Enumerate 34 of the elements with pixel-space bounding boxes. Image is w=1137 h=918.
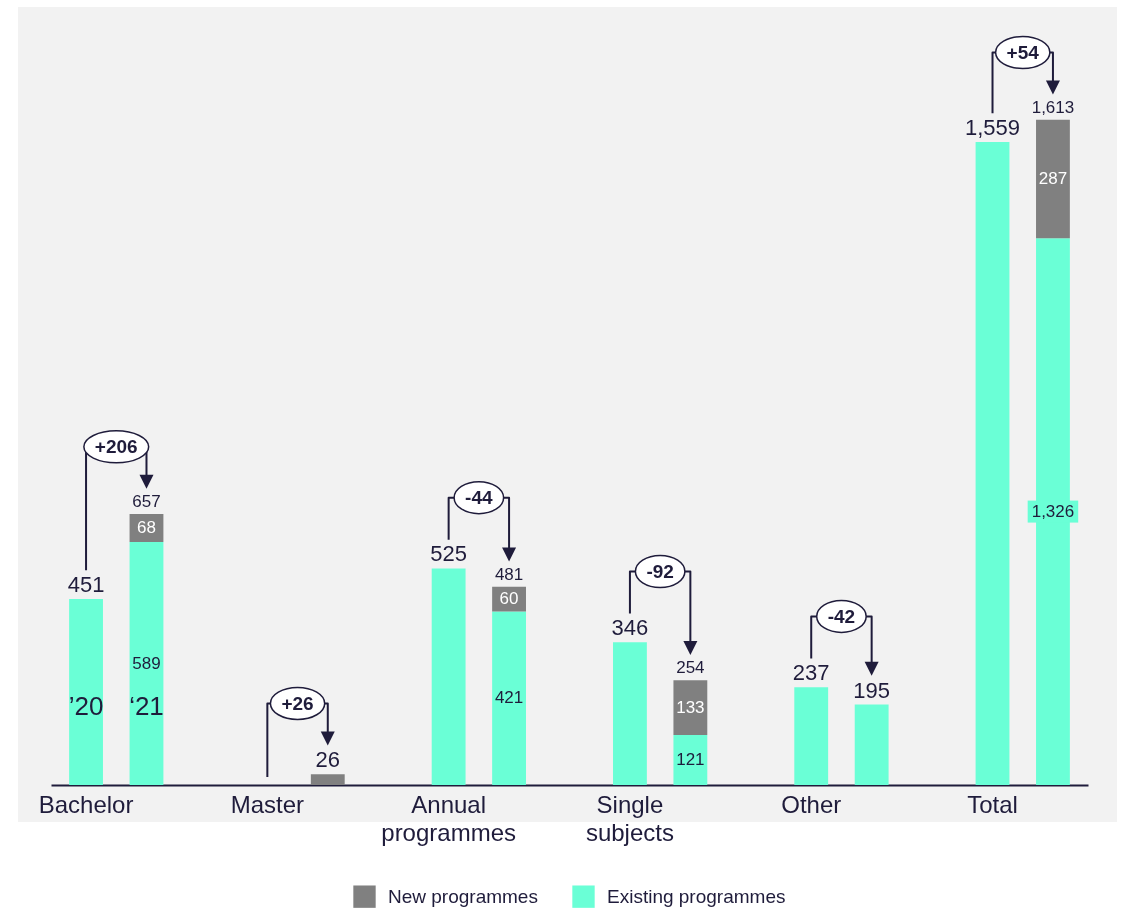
data-label: 451 xyxy=(67,572,105,597)
total-label: 657 xyxy=(132,492,161,512)
annotation: -92 xyxy=(646,561,674,583)
text: +54 xyxy=(1006,42,1040,64)
x-tick-label: Master xyxy=(230,790,305,818)
data-label: 421 xyxy=(494,688,524,708)
data-label: 1,559 xyxy=(964,115,1021,141)
data-label: 68 xyxy=(137,518,156,538)
data-label: 60 xyxy=(499,589,519,608)
legend-label: New programmes xyxy=(388,885,538,907)
data-label: 195 xyxy=(853,677,891,703)
x-tick-label: Annual programmes xyxy=(381,790,516,846)
annotation: ’20 xyxy=(68,691,104,721)
data-label: 237 xyxy=(792,660,830,686)
x-tick-label: Bachelor xyxy=(38,790,134,818)
data-label: 346 xyxy=(611,615,649,641)
data-label: 133 xyxy=(676,697,705,717)
total-label: 254 xyxy=(676,658,705,678)
annotation: -42 xyxy=(827,606,856,628)
legend-label: Existing programmes xyxy=(607,885,786,907)
data-label: 287 xyxy=(1038,168,1068,188)
data-label: 26 xyxy=(315,747,341,773)
x-tick-label: Total xyxy=(967,790,1018,818)
data-label: 589 xyxy=(132,653,161,673)
annotation: +26 xyxy=(281,693,314,715)
x-tick-label: Other xyxy=(781,790,842,818)
data-label: 121 xyxy=(676,750,705,770)
data-label: 525 xyxy=(430,541,467,567)
total-label: 481 xyxy=(494,564,524,584)
annotation: +206 xyxy=(94,436,138,458)
total-label: 1,613 xyxy=(1031,97,1075,117)
annotation: -44 xyxy=(465,487,494,509)
x-tick-label: Single subjects xyxy=(585,790,674,846)
annotation: ‘21 xyxy=(129,691,164,721)
